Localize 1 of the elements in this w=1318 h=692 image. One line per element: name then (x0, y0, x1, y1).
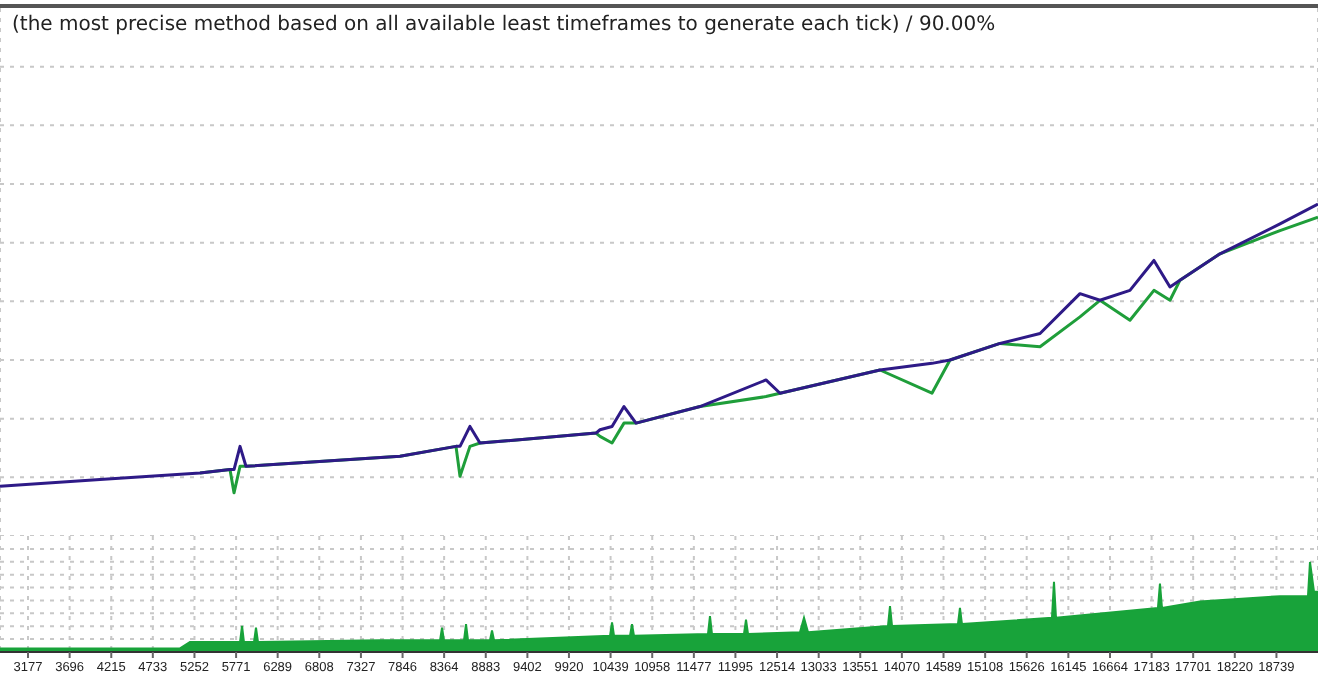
chart-title: (the most precise method based on all available least timeframes to generate each tick) / 90.00% (12, 14, 996, 36)
